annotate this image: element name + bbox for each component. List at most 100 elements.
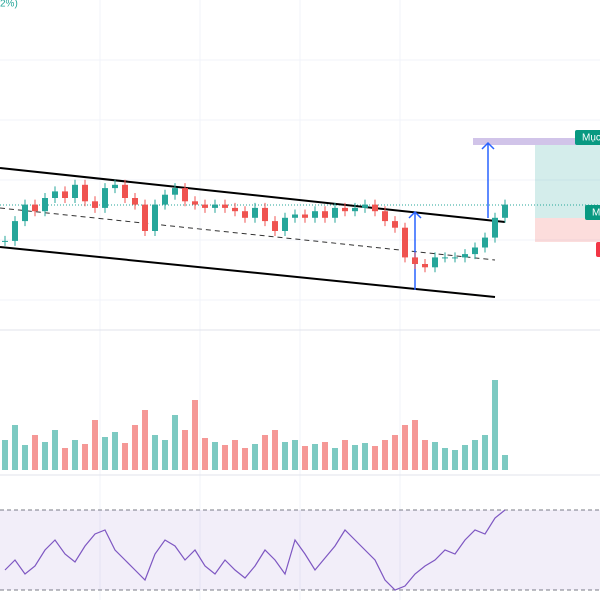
target-badge — [575, 130, 600, 145]
candle — [232, 207, 238, 212]
candle — [272, 221, 278, 231]
candle — [52, 191, 58, 198]
candle — [432, 257, 438, 268]
candle — [452, 257, 458, 259]
target-zone — [473, 138, 600, 145]
volume-bar — [332, 448, 338, 470]
volume-bar — [112, 432, 118, 470]
candle — [322, 211, 328, 218]
volume-bar — [362, 443, 368, 470]
volume-bar — [322, 442, 328, 470]
candle — [252, 207, 258, 218]
volume-bar — [392, 435, 398, 470]
volume-bar — [292, 440, 298, 470]
volume-bar — [82, 444, 88, 470]
volume-bar — [492, 380, 498, 470]
candle — [42, 198, 48, 212]
volume-bar — [182, 430, 188, 470]
volume-bar — [352, 445, 358, 470]
candle — [112, 184, 118, 189]
candle — [312, 211, 318, 218]
candle — [422, 264, 428, 268]
volume-bar — [272, 430, 278, 470]
rsi-band — [0, 510, 600, 590]
volume-bar — [432, 442, 438, 470]
volume-bar — [462, 445, 468, 470]
candle — [502, 204, 508, 218]
candle — [82, 184, 88, 202]
volume-bar — [202, 438, 208, 470]
channel-mid — [0, 207, 496, 261]
volume-bar — [62, 448, 68, 470]
candle — [62, 191, 68, 198]
volume-bar — [312, 444, 318, 470]
volume-bar — [132, 425, 138, 470]
volume-bar — [22, 445, 28, 470]
volume-bar — [472, 440, 478, 470]
volume-bar — [442, 448, 448, 470]
candle — [262, 207, 268, 222]
candle — [492, 217, 498, 238]
candle — [352, 207, 358, 212]
volume-bar — [262, 435, 268, 470]
candle — [152, 204, 158, 231]
candle — [12, 221, 18, 241]
candle — [92, 201, 98, 208]
volume-bar — [122, 443, 128, 470]
candle — [382, 211, 388, 222]
candle — [332, 207, 338, 218]
volume-bar — [402, 425, 408, 470]
volume-bar — [242, 448, 248, 470]
volume-bar — [42, 442, 48, 470]
loss-zone — [535, 218, 600, 242]
volume-bar — [192, 400, 198, 470]
candle — [242, 211, 248, 218]
volume-bar — [282, 442, 288, 470]
entry-badge — [585, 205, 600, 220]
volume-bar — [72, 440, 78, 470]
candle — [142, 204, 148, 231]
candle — [302, 214, 308, 218]
candle — [32, 204, 38, 212]
candle — [132, 198, 138, 205]
volume-bar — [12, 425, 18, 470]
candle — [162, 194, 168, 205]
percent-label: 2%) — [0, 0, 18, 10]
candle — [442, 257, 448, 259]
volume-bar — [502, 455, 508, 470]
candle — [192, 201, 198, 205]
channel-top — [0, 167, 506, 223]
volume-bar — [452, 450, 458, 470]
candle — [22, 204, 28, 222]
candle — [482, 237, 488, 248]
entry-label: M — [592, 208, 600, 219]
volume-bar — [222, 445, 228, 470]
candle — [182, 188, 188, 202]
channel-bottom — [0, 246, 496, 298]
arrows — [408, 141, 495, 290]
volume-bar — [52, 430, 58, 470]
volume-bar — [32, 435, 38, 470]
volume-bar — [102, 437, 108, 470]
volume-bar — [172, 415, 178, 470]
candle — [202, 204, 208, 208]
volume-bar — [412, 420, 418, 470]
volume-bar — [252, 444, 258, 470]
candle — [102, 188, 108, 208]
candle — [362, 204, 368, 208]
candle — [402, 227, 408, 258]
rsi-line — [4, 509, 506, 591]
candle — [122, 184, 128, 198]
volume-bar — [142, 410, 148, 470]
candle — [212, 204, 218, 208]
volume-bar — [212, 442, 218, 470]
volume-bar — [422, 440, 428, 470]
candle — [292, 214, 298, 218]
candle — [372, 204, 378, 212]
candle — [172, 188, 178, 195]
candle — [412, 257, 418, 264]
volume-bar — [162, 440, 168, 470]
volume-bar — [2, 440, 8, 470]
